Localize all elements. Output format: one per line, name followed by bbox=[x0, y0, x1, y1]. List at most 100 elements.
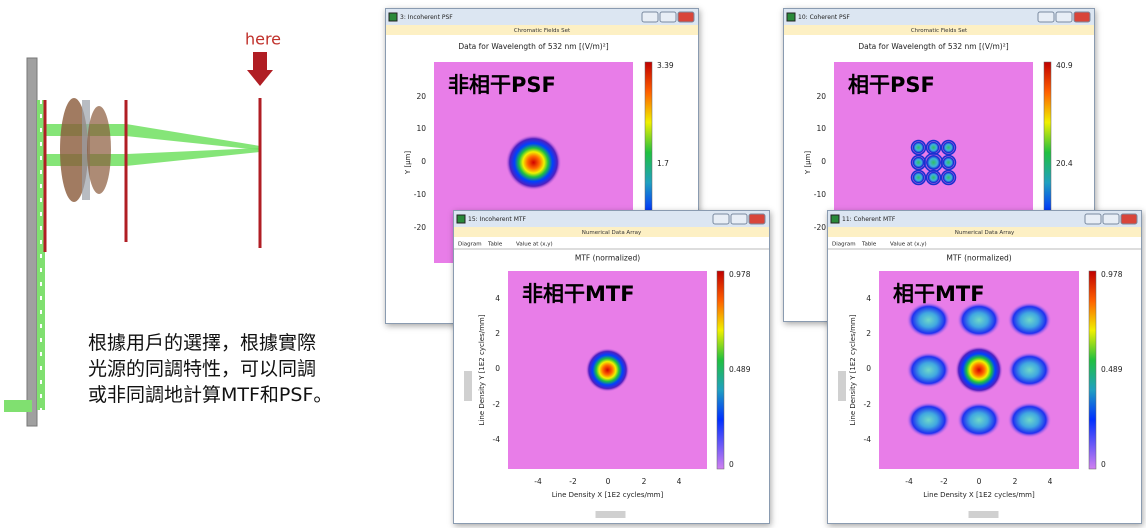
psf-ring bbox=[923, 152, 944, 173]
y-tick-label: 10 bbox=[416, 124, 426, 133]
subtitle-bar bbox=[784, 25, 1094, 35]
y-tick-label: -10 bbox=[814, 190, 826, 199]
y-tick-label: 10 bbox=[816, 124, 826, 133]
y-tick-label: -20 bbox=[414, 223, 426, 232]
window-title: 11: Coherent MTF bbox=[842, 216, 896, 223]
app-window[interactable]: 11: Coherent MTF Numerical Data Array Diag… bbox=[827, 210, 1142, 524]
y-tick-label: 4 bbox=[495, 294, 500, 303]
minimize-button[interactable] bbox=[1084, 213, 1102, 225]
mtf-spot bbox=[955, 346, 1003, 394]
window-content: 15: Incoherent MTF Numerical Data Array Di… bbox=[454, 211, 769, 518]
optical-schematic: here bbox=[4, 30, 281, 427]
y-axis-label: Y [µm] bbox=[404, 151, 412, 176]
y-tick-label: -4 bbox=[864, 435, 872, 444]
lens bbox=[82, 100, 90, 200]
colorbar bbox=[1088, 270, 1097, 470]
colorbar-label: 0.978 bbox=[1101, 270, 1123, 279]
title-bar bbox=[386, 9, 698, 25]
colorbar-label: 0 bbox=[729, 460, 734, 469]
tab[interactable]: Value at (x,y) bbox=[890, 242, 927, 248]
subtitle-bar bbox=[386, 25, 698, 35]
tab[interactable]: Value at (x,y) bbox=[516, 242, 553, 248]
window-title: 3: Incoherent PSF bbox=[400, 14, 453, 21]
title-bar bbox=[784, 9, 1094, 25]
app-window[interactable]: 15: Incoherent MTF Numerical Data Array Di… bbox=[453, 210, 770, 524]
beam bbox=[126, 148, 260, 166]
colorbar-label: 0 bbox=[1101, 460, 1106, 469]
x-tick-label: -2 bbox=[940, 477, 948, 486]
y-axis-label: Y [µm] bbox=[804, 151, 812, 176]
mtf-lobe bbox=[906, 302, 951, 338]
x-tick-label: 0 bbox=[606, 477, 611, 486]
tab[interactable]: Table bbox=[487, 242, 503, 248]
arrow bbox=[247, 52, 273, 86]
x-tick-label: 4 bbox=[1048, 477, 1053, 486]
psf-ring bbox=[940, 139, 957, 156]
plot-overlay-label: 非相干MTF bbox=[522, 282, 635, 306]
psf-ring bbox=[925, 169, 942, 186]
mtf-spot bbox=[585, 348, 630, 392]
plot-title: MTF (normalized) bbox=[575, 254, 640, 263]
lens bbox=[60, 98, 88, 202]
close-button[interactable] bbox=[1120, 213, 1138, 225]
scrollbar-thumb bbox=[464, 371, 472, 401]
scrollbar-thumb bbox=[968, 511, 999, 518]
tab[interactable]: Diagram bbox=[832, 242, 856, 248]
psf-ring bbox=[910, 169, 927, 186]
app-icon bbox=[456, 214, 466, 224]
minimize-button[interactable] bbox=[641, 11, 659, 23]
plot-title: Data for Wavelength of 532 nm [(V/m)²] bbox=[458, 42, 608, 51]
y-tick-label: -2 bbox=[864, 400, 872, 409]
y-tick-label: 20 bbox=[416, 92, 426, 101]
x-tick-label: 0 bbox=[977, 477, 982, 486]
plot-overlay-label: 非相干PSF bbox=[448, 73, 556, 97]
psf-ring bbox=[940, 169, 957, 186]
minimize-button[interactable] bbox=[712, 213, 730, 225]
colorbar-label: 0.489 bbox=[1101, 365, 1123, 374]
tab[interactable]: Table bbox=[861, 242, 877, 248]
mtf-lobe bbox=[1007, 302, 1052, 338]
maximize-button[interactable] bbox=[659, 11, 677, 23]
beam bbox=[126, 124, 260, 150]
plot-title: Data for Wavelength of 532 nm [(V/m)²] bbox=[858, 42, 1008, 51]
x-tick-label: 2 bbox=[642, 477, 647, 486]
minimize-button[interactable] bbox=[1037, 11, 1055, 23]
y-tick-label: 0 bbox=[495, 364, 500, 373]
maximize-button[interactable] bbox=[1055, 11, 1073, 23]
caption: 根據用戶的選擇，根據實際 光源的同調特性，可以同調 或非同調地計算MTF和PSF… bbox=[88, 330, 332, 408]
y-tick-label: 2 bbox=[495, 329, 500, 338]
lens bbox=[87, 106, 111, 194]
colorbar-label: 0.978 bbox=[729, 270, 751, 279]
caption-line: 根據用戶的選擇，根據實際 bbox=[88, 332, 317, 354]
colorbar-label: 0.489 bbox=[729, 365, 751, 374]
mtf-lobe bbox=[1007, 352, 1052, 388]
plot-overlay-label: 相干PSF bbox=[848, 73, 935, 97]
psf-ring bbox=[940, 154, 957, 171]
close-button[interactable] bbox=[1073, 11, 1091, 23]
mtf-lobe bbox=[906, 402, 951, 438]
y-tick-label: 0 bbox=[821, 157, 826, 166]
psf-ring bbox=[925, 139, 942, 156]
maximize-button[interactable] bbox=[730, 213, 748, 225]
psf-ring bbox=[910, 139, 927, 156]
subtitle-bar bbox=[828, 227, 1141, 237]
maximize-button[interactable] bbox=[1102, 213, 1120, 225]
mtf-lobe bbox=[957, 302, 1001, 338]
y-tick-label: 20 bbox=[816, 92, 826, 101]
app-icon bbox=[786, 12, 796, 22]
window-subtitle: Chromatic Fields Set bbox=[911, 28, 968, 34]
y-tick-label: -10 bbox=[414, 190, 426, 199]
colorbar-label: 40.9 bbox=[1056, 61, 1073, 70]
base-plate bbox=[26, 57, 38, 427]
colorbar-label: 20.4 bbox=[1056, 159, 1073, 168]
x-tick-label: -4 bbox=[905, 477, 913, 486]
x-axis-label: Line Density X [1E2 cycles/mm] bbox=[923, 491, 1035, 499]
close-button[interactable] bbox=[677, 11, 695, 23]
close-button[interactable] bbox=[748, 213, 766, 225]
tab[interactable]: Diagram bbox=[458, 242, 482, 248]
y-tick-label: -20 bbox=[814, 223, 826, 232]
y-tick-label: 0 bbox=[866, 364, 871, 373]
psf-ring bbox=[910, 154, 927, 171]
colorbar bbox=[716, 270, 725, 470]
x-axis-label: Line Density X [1E2 cycles/mm] bbox=[552, 491, 664, 499]
